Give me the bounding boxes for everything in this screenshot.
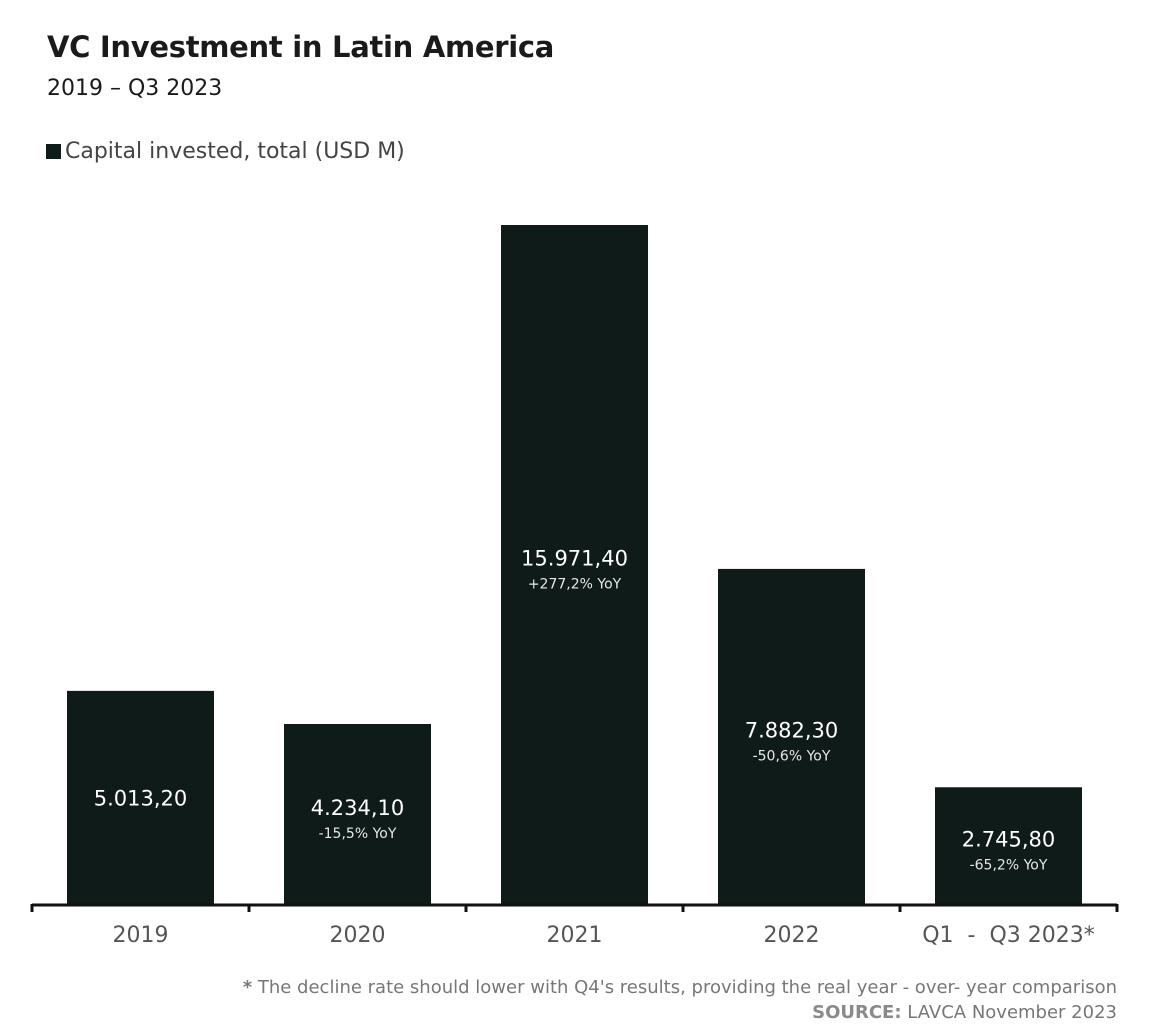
bar-value-label: 4.234,10 <box>311 796 405 820</box>
chart-title: VC Investment in Latin America <box>47 30 555 64</box>
x-tick-label: 2019 <box>113 923 169 948</box>
x-tick-label: 2020 <box>330 923 386 948</box>
bar <box>501 225 648 904</box>
footnote-asterisk: * <box>242 977 253 998</box>
footnote-text: The decline rate should lower with Q4's … <box>257 977 1117 998</box>
x-tick-label: Q1 - Q3 2023* <box>922 923 1095 948</box>
bar-yoy-label: -65,2% YoY <box>970 858 1048 874</box>
legend-swatch <box>46 144 61 159</box>
bar-value-label: 5.013,20 <box>94 786 188 810</box>
bar-chart: 5.013,20 2019 4.234,10 -15,5% YoY 2020 15.971… <box>30 225 1119 948</box>
bar-value-label: 15.971,40 <box>521 547 628 571</box>
bar-yoy-label: +277,2% YoY <box>528 577 622 593</box>
legend: Capital invested, total (USD M) <box>46 139 405 164</box>
bar-value-label: 2.745,80 <box>962 828 1056 852</box>
chart-subtitle: 2019 – Q3 2023 <box>47 76 223 101</box>
bar <box>67 690 214 904</box>
x-tick-label: 2021 <box>547 923 603 948</box>
bar <box>284 723 431 904</box>
x-tick-label: 2022 <box>764 923 820 948</box>
bar-yoy-label: -15,5% YoY <box>319 826 397 842</box>
bar <box>718 568 865 904</box>
source-text: LAVCA November 2023 <box>907 1002 1117 1023</box>
footnote: * The decline rate should lower with Q4'… <box>243 977 1117 998</box>
legend-label: Capital invested, total (USD M) <box>65 139 405 164</box>
bar-yoy-label: -50,6% YoY <box>753 748 831 764</box>
bar-value-label: 7.882,30 <box>745 718 839 742</box>
bar <box>935 787 1082 904</box>
source-label: SOURCE: <box>812 1002 902 1023</box>
source-line: SOURCE: LAVCA November 2023 <box>812 1002 1117 1023</box>
